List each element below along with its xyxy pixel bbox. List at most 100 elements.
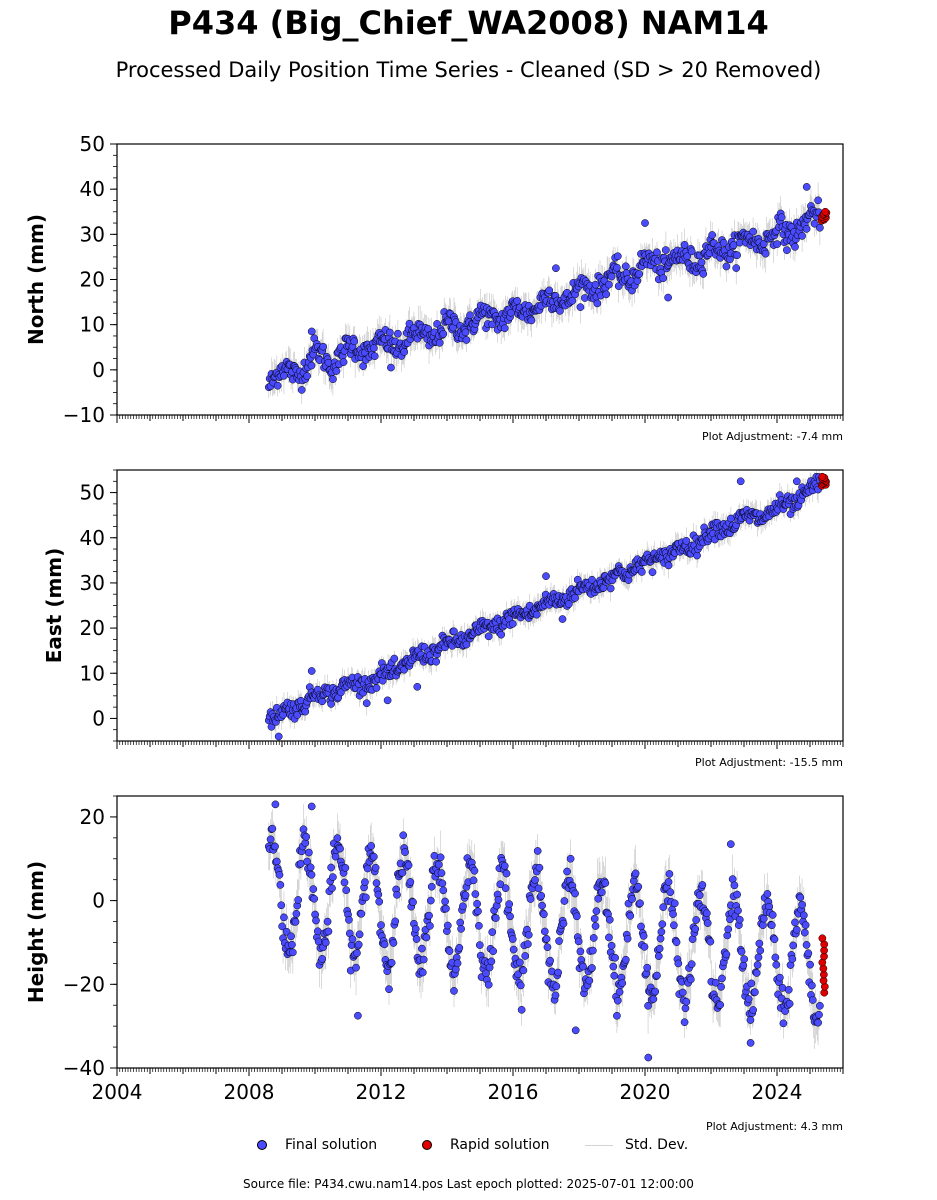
final-point xyxy=(524,940,532,948)
final-point xyxy=(394,329,402,338)
final-point xyxy=(426,922,434,930)
final-point xyxy=(280,371,288,380)
final-point xyxy=(509,945,518,954)
final-point xyxy=(542,935,551,943)
final-point xyxy=(345,915,353,924)
final-point xyxy=(634,882,643,891)
final-point xyxy=(398,868,407,877)
final-point xyxy=(602,290,611,299)
final-point xyxy=(656,934,665,943)
final-point xyxy=(329,873,337,881)
final-point xyxy=(555,937,563,945)
x-tick-label: 2004 xyxy=(92,1080,143,1104)
final-point xyxy=(718,974,726,983)
final-point-outlier xyxy=(274,732,283,741)
final-point xyxy=(816,1001,824,1010)
final-point xyxy=(579,962,587,971)
final-point xyxy=(432,657,441,666)
final-point xyxy=(531,876,539,884)
final-point xyxy=(461,891,470,900)
final-point xyxy=(372,684,381,692)
final-point xyxy=(459,902,467,911)
final-point xyxy=(462,640,471,649)
y-tick-label: 20 xyxy=(80,805,105,829)
final-point xyxy=(626,912,635,920)
final-point xyxy=(305,848,313,857)
final-point xyxy=(399,831,408,840)
final-point xyxy=(559,919,568,928)
final-point xyxy=(643,963,652,972)
final-point xyxy=(319,342,327,351)
final-point xyxy=(637,568,646,576)
final-point xyxy=(336,844,344,853)
final-point xyxy=(659,903,668,911)
final-point xyxy=(607,941,616,950)
final-point xyxy=(309,885,318,893)
final-point xyxy=(796,893,805,902)
final-point xyxy=(623,934,632,943)
final-point xyxy=(419,955,428,964)
final-point xyxy=(307,361,316,370)
final-point xyxy=(502,869,511,878)
final-point xyxy=(443,921,452,930)
final-point xyxy=(348,935,357,944)
final-point xyxy=(546,956,554,965)
final-point xyxy=(611,953,619,962)
final-point xyxy=(800,911,808,920)
y-tick-label: 20 xyxy=(80,268,105,292)
final-point xyxy=(437,869,446,877)
y-tick-label: 40 xyxy=(80,177,105,201)
final-point xyxy=(635,270,644,278)
final-point xyxy=(353,949,361,957)
final-point xyxy=(371,863,380,872)
final-point xyxy=(362,699,371,708)
final-point xyxy=(735,915,744,924)
final-point xyxy=(387,958,396,967)
final-point xyxy=(303,372,311,380)
final-point xyxy=(519,966,528,975)
final-point xyxy=(621,955,630,964)
final-point xyxy=(409,898,417,907)
final-point xyxy=(773,240,782,248)
final-point xyxy=(739,961,748,970)
final-point xyxy=(585,976,594,985)
final-point xyxy=(462,336,471,344)
final-point xyxy=(597,888,606,897)
final-point xyxy=(422,933,431,942)
final-point xyxy=(639,932,648,940)
final-point xyxy=(307,870,316,879)
plot-adjustment-label: Plot Adjustment: -15.5 mm xyxy=(695,756,843,769)
final-point xyxy=(680,240,689,249)
final-point xyxy=(806,960,814,969)
final-point xyxy=(339,358,348,366)
final-point xyxy=(798,900,806,909)
final-point xyxy=(532,610,541,619)
final-point xyxy=(605,933,613,942)
final-point xyxy=(332,367,341,375)
rapid-point xyxy=(818,934,827,943)
final-point xyxy=(436,853,445,862)
final-point xyxy=(798,232,806,240)
final-point xyxy=(751,988,759,996)
final-point xyxy=(411,925,420,933)
final-point xyxy=(815,1010,823,1019)
plot-frame xyxy=(116,143,844,416)
final-point xyxy=(649,995,658,1003)
final-point xyxy=(318,955,327,963)
final-point xyxy=(494,895,503,904)
final-point xyxy=(276,881,285,889)
final-point xyxy=(302,832,311,841)
legend-stddev: Std. Dev. xyxy=(585,1137,688,1153)
final-point xyxy=(277,901,286,910)
final-point xyxy=(672,938,681,947)
final-point xyxy=(703,919,712,927)
final-point xyxy=(697,258,706,267)
final-point xyxy=(759,921,767,930)
final-point xyxy=(361,893,370,902)
final-point xyxy=(491,914,500,922)
final-point xyxy=(749,227,757,236)
final-point xyxy=(470,866,479,875)
final-point-outlier xyxy=(354,1011,362,1020)
final-point xyxy=(698,881,707,889)
final-point xyxy=(380,940,389,949)
